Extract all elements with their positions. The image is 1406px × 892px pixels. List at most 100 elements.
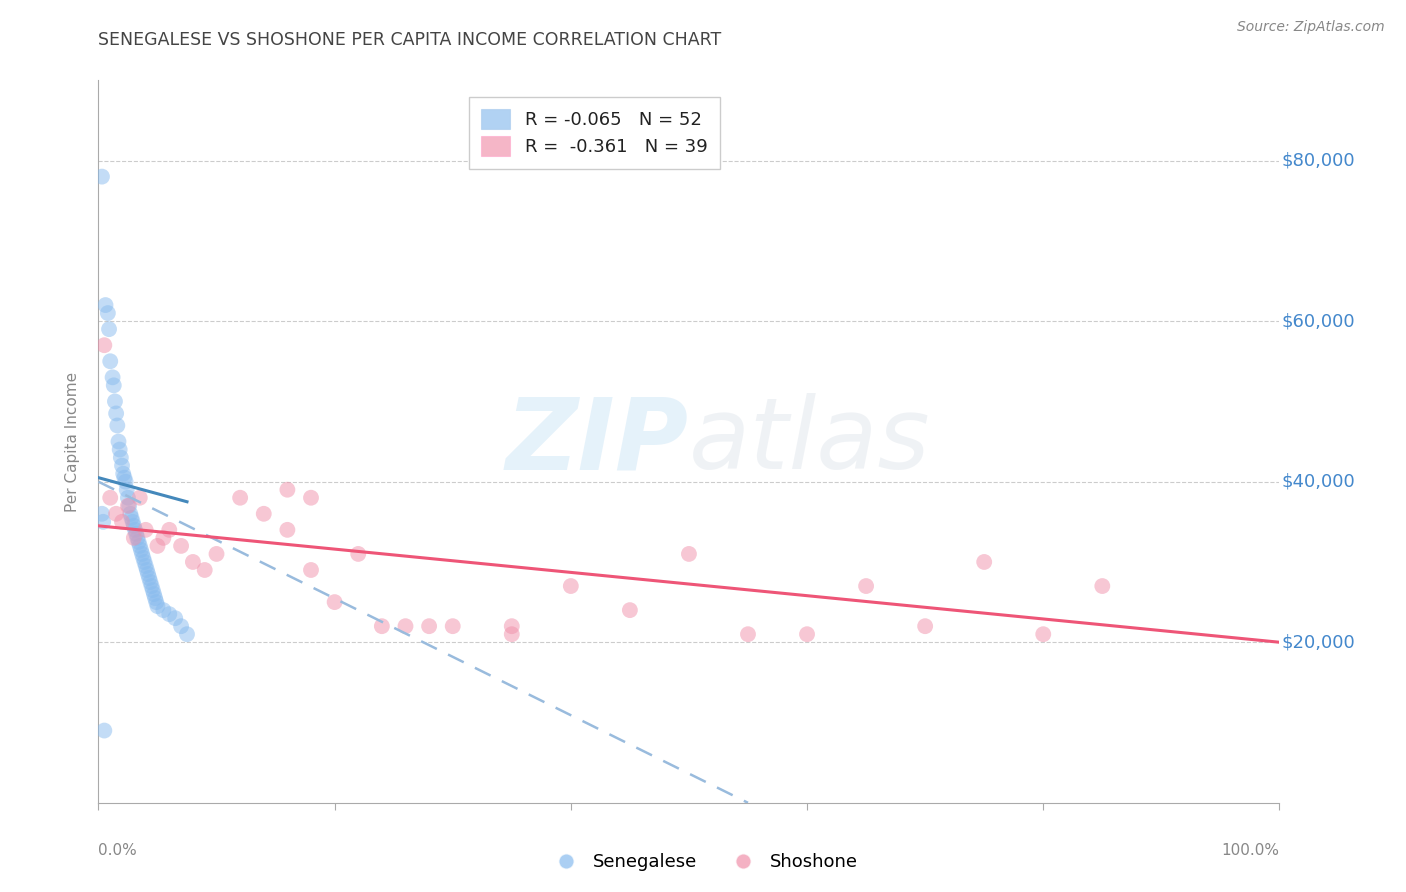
Point [111,515,134,529]
Point [98,322,121,336]
Point [128,539,150,553]
Point [1091,579,1114,593]
Text: ZIP: ZIP [506,393,689,490]
Point [973,555,995,569]
Point [142,587,165,601]
Point [135,563,157,577]
Point [441,619,464,633]
Point [132,550,155,566]
Point [181,555,204,569]
Point [142,583,165,598]
Point [107,434,129,449]
Point [157,523,180,537]
Point [152,603,174,617]
Point [127,531,149,545]
Point [98,491,121,505]
Point [110,450,132,465]
Point [105,406,128,420]
Legend: Senegalese, Shoshone: Senegalese, Shoshone [541,847,865,879]
Text: $20,000: $20,000 [1282,633,1355,651]
Point [371,619,394,633]
Point [111,458,134,473]
Point [91,169,114,184]
Point [276,523,298,537]
Text: 0.0%: 0.0% [98,843,138,857]
Point [114,475,136,489]
Point [299,491,322,505]
Point [125,526,148,541]
Point [128,491,150,505]
Text: 100.0%: 100.0% [1222,843,1279,857]
Point [176,627,198,641]
Point [229,491,252,505]
Point [146,539,169,553]
Point [678,547,700,561]
Point [98,354,121,368]
Point [170,619,193,633]
Point [105,418,128,433]
Point [737,627,759,641]
Point [97,306,120,320]
Point [560,579,582,593]
Point [122,518,145,533]
Point [619,603,641,617]
Point [165,611,187,625]
Point [347,547,370,561]
Point [91,515,114,529]
Point [117,499,139,513]
Y-axis label: Per Capita Income: Per Capita Income [65,371,80,512]
Point [105,507,128,521]
Text: atlas: atlas [689,393,931,490]
Point [152,531,174,545]
Point [128,534,150,549]
Point [120,507,142,521]
Point [136,567,159,582]
Point [146,599,169,614]
Point [855,579,877,593]
Point [145,595,167,609]
Point [170,539,193,553]
Point [124,523,146,537]
Point [135,558,157,574]
Point [121,510,143,524]
Point [129,542,152,557]
Point [121,515,143,529]
Point [1032,627,1054,641]
Point [93,723,115,738]
Point [122,531,145,545]
Point [131,547,153,561]
Point [323,595,346,609]
Point [103,378,125,392]
Point [117,491,139,505]
Point [141,579,163,593]
Point [104,394,127,409]
Point [157,607,180,621]
Point [299,563,322,577]
Point [108,442,131,457]
Point [101,370,124,384]
Point [118,499,141,513]
Point [138,571,160,585]
Point [139,574,162,589]
Text: $80,000: $80,000 [1282,152,1355,169]
Text: $60,000: $60,000 [1282,312,1355,330]
Point [115,483,138,497]
Point [276,483,298,497]
Text: Source: ZipAtlas.com: Source: ZipAtlas.com [1237,20,1385,34]
Legend: R = -0.065   N = 52, R =  -0.361   N = 39: R = -0.065 N = 52, R = -0.361 N = 39 [468,96,720,169]
Point [134,555,156,569]
Point [93,338,115,352]
Point [94,298,117,312]
Point [914,619,936,633]
Point [501,627,523,641]
Point [135,523,157,537]
Point [194,563,217,577]
Text: $40,000: $40,000 [1282,473,1355,491]
Point [394,619,416,633]
Point [501,619,523,633]
Text: SENEGALESE VS SHOSHONE PER CAPITA INCOME CORRELATION CHART: SENEGALESE VS SHOSHONE PER CAPITA INCOME… [98,31,721,49]
Point [112,470,135,484]
Point [205,547,228,561]
Point [143,591,166,605]
Point [418,619,440,633]
